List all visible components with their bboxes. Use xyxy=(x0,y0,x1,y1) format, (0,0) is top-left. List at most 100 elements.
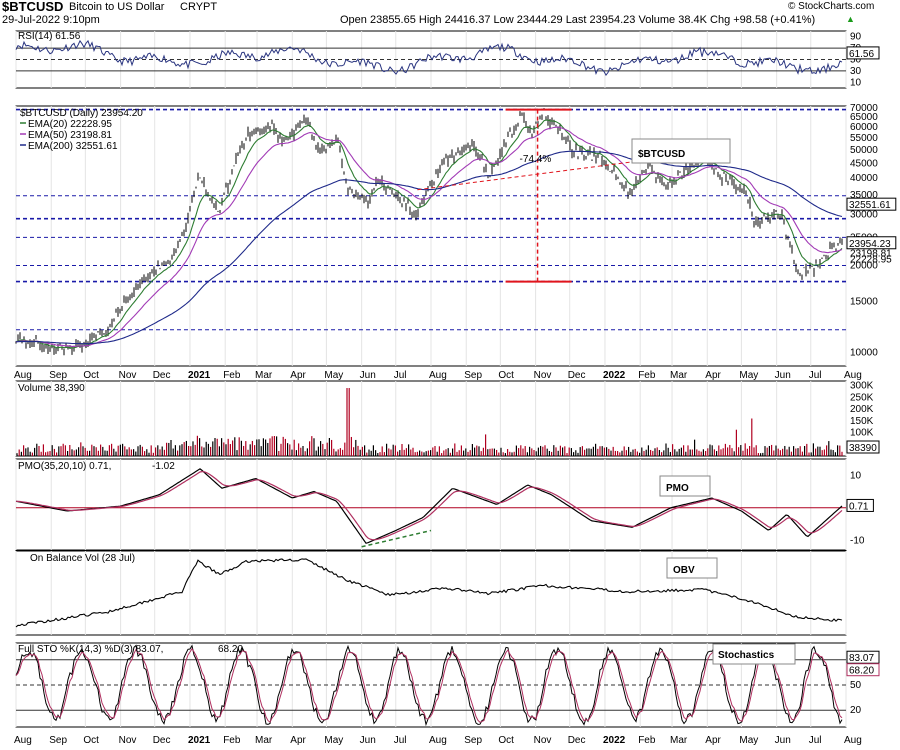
price-month-label: Nov xyxy=(119,370,137,381)
sto-d-last-value-box xyxy=(846,663,880,677)
rsi-last-value: 61.56 xyxy=(849,49,874,60)
obv-title: On Balance Vol (28 Jul) xyxy=(30,553,135,564)
price-tick: 30000 xyxy=(850,209,878,220)
obv-box-frame xyxy=(666,557,718,579)
price-month-label: 2022 xyxy=(603,370,626,381)
price-month-label: Jun xyxy=(775,370,791,381)
rsi-line xyxy=(15,39,843,77)
rsi-last-value-box xyxy=(846,46,880,60)
price-month-label: Mar xyxy=(670,370,688,381)
legend-entry: EMA(20) 22228.95 xyxy=(28,119,112,130)
legend-entry: EMA(200) 32551.61 xyxy=(28,141,118,152)
price-month-label: Sep xyxy=(49,370,67,381)
pmo-title: PMO(35,20,10) 0.71, xyxy=(18,461,111,472)
pmo-last-value-box xyxy=(846,498,874,512)
bottom-month-label: Feb xyxy=(223,735,241,746)
rsi-tick: 50 xyxy=(850,55,862,66)
price-title: $BTCUSD (Daily) 23954.20 xyxy=(20,108,143,119)
ema20-last-value: 22228.95 xyxy=(850,254,892,265)
price-month-label: Aug xyxy=(844,370,862,381)
price-month-label: Dec xyxy=(153,370,171,381)
bottom-month-label: Jun xyxy=(360,735,376,746)
bottom-month-label: Oct xyxy=(83,735,99,746)
pmo-tick: -10 xyxy=(850,535,865,546)
price-tick: 50000 xyxy=(850,145,878,156)
btc-box-frame xyxy=(631,138,731,164)
pmo-line xyxy=(15,468,843,544)
legend-entry: EMA(50) 23198.81 xyxy=(28,130,112,141)
price-tick: 20000 xyxy=(850,260,878,271)
bottom-month-label: Nov xyxy=(119,735,137,746)
bottom-month-label: 2022 xyxy=(603,735,626,746)
pmo-signal-value: -1.02 xyxy=(152,461,175,472)
ema200-line xyxy=(15,150,843,345)
price-last-value: 23954.23 xyxy=(849,239,891,250)
bottom-month-label: Aug xyxy=(429,735,447,746)
sto-title: Full STO %K(14,3) %D(3) 83.07, xyxy=(18,644,163,655)
sto-k-last-value: 83.07 xyxy=(849,653,874,664)
price-month-label: Feb xyxy=(223,370,241,381)
sto-box-label: Stochastics xyxy=(718,650,775,661)
volume-tick: 300K xyxy=(850,381,874,392)
pmo-tick: 10 xyxy=(850,470,862,481)
rsi-tick: 30 xyxy=(850,66,862,77)
volume-tick: 150K xyxy=(850,416,874,427)
bottom-month-label: Feb xyxy=(638,735,656,746)
bottom-month-label: Jun xyxy=(775,735,791,746)
pmo-box-frame xyxy=(659,475,711,497)
volume-tick: 250K xyxy=(850,392,874,403)
price-tick: 55000 xyxy=(850,133,878,144)
bottom-month-label: Apr xyxy=(290,735,306,746)
bottom-month-label: Apr xyxy=(705,735,721,746)
price-tick: 60000 xyxy=(850,122,878,133)
bottom-month-label: Mar xyxy=(670,735,688,746)
price-month-label: Apr xyxy=(705,370,721,381)
price-month-label: Dec xyxy=(568,370,586,381)
bottom-month-label: Oct xyxy=(498,735,514,746)
rsi-title: RSI(14) 61.56 xyxy=(18,31,81,42)
sto-d-line xyxy=(15,647,843,723)
sto-tick: 20 xyxy=(850,705,862,716)
sto-d-last-value: 68.20 xyxy=(849,666,874,677)
price-tick: 65000 xyxy=(850,112,878,123)
price-month-label: Nov xyxy=(534,370,552,381)
price-tick: 70000 xyxy=(850,103,878,114)
price-tick: 10000 xyxy=(850,348,878,359)
ema200-last-value-box xyxy=(846,197,897,211)
bottom-month-label: Sep xyxy=(49,735,67,746)
pmo-box-label: PMO xyxy=(666,483,689,494)
bottom-month-label: Mar xyxy=(255,735,273,746)
price-month-label: Aug xyxy=(429,370,447,381)
ema50-last-value: 23198.81 xyxy=(850,248,892,259)
price-month-label: Sep xyxy=(464,370,482,381)
price-month-label: May xyxy=(739,370,758,381)
volume-title: Volume 38,390 xyxy=(18,383,85,394)
bottom-month-label: Aug xyxy=(844,735,862,746)
ohlc-readout: Open 23855.65 High 24416.37 Low 23444.29… xyxy=(340,14,816,26)
datetime-label: 29-Jul-2022 9:10pm xyxy=(2,14,100,26)
price-month-label: Apr xyxy=(290,370,306,381)
price-month-label: Oct xyxy=(498,370,514,381)
sto-k-line xyxy=(15,644,843,727)
volume-last-value: 38390 xyxy=(849,443,877,454)
symbol-name: Bitcoin to US Dollar xyxy=(69,1,165,13)
credit-label: © StockCharts.com xyxy=(788,1,875,12)
price-month-label: Jun xyxy=(360,370,376,381)
sto-box-frame xyxy=(712,643,796,665)
bottom-month-label: Jul xyxy=(809,735,822,746)
volume-tick: 100K xyxy=(850,428,874,439)
price-month-label: Feb xyxy=(638,370,656,381)
rsi-tick: 10 xyxy=(850,77,862,88)
price-tick: 35000 xyxy=(850,190,878,201)
price-month-label: May xyxy=(324,370,343,381)
ema50-line xyxy=(15,126,843,347)
bottom-month-label: Dec xyxy=(153,735,171,746)
volume-last-value-box xyxy=(846,440,880,454)
symbol-title: $BTCUSD xyxy=(2,0,64,14)
ema200-last-value: 32551.61 xyxy=(849,200,891,211)
sto-tick: 50 xyxy=(850,680,862,691)
price-month-label: Jul xyxy=(394,370,407,381)
price-tick: 45000 xyxy=(850,158,878,169)
bottom-month-label: Aug xyxy=(14,735,32,746)
